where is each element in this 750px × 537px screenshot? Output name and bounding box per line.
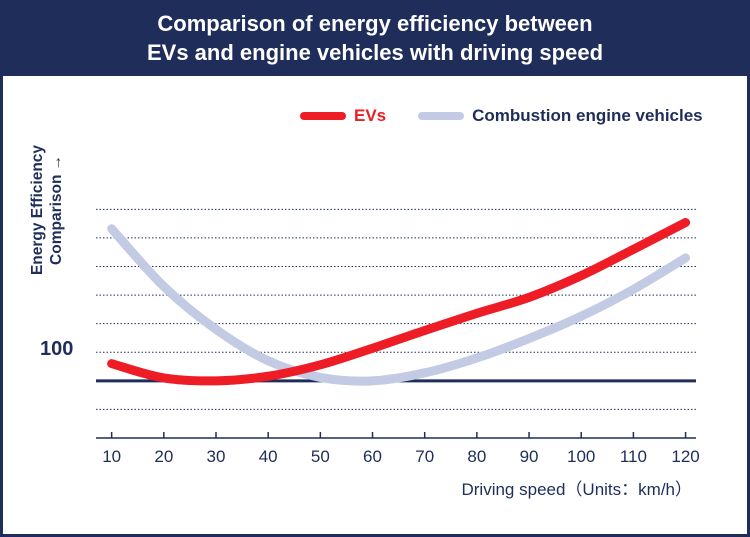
y-tick-label-100: 100	[40, 338, 74, 360]
legend-swatch-combustion	[418, 112, 465, 120]
x-tick-label: 110	[620, 447, 647, 466]
x-tick-label: 60	[363, 447, 382, 466]
series-lines	[107, 217, 691, 386]
x-tick-label: 50	[311, 447, 330, 466]
axes	[96, 379, 696, 439]
y-axis-label: Energy Efficiency Comparison→	[28, 130, 66, 290]
chart-title-line-2: EVs and engine vehicles with driving spe…	[146, 40, 604, 65]
series-line-evs	[107, 217, 691, 386]
y-axis-arrow-icon: →	[48, 155, 65, 171]
x-axis-label: Driving speed（Units：km/h）	[461, 480, 692, 499]
x-tick-label: 80	[467, 447, 486, 466]
legend-swatch-evs	[300, 112, 346, 120]
legend: EVs Combustion engine vehicles	[300, 105, 703, 127]
legend-label-evs: EVs	[354, 106, 387, 125]
x-tick-label: 40	[259, 447, 278, 466]
x-tick-label: 10	[102, 447, 121, 466]
x-tick-label: 70	[415, 447, 434, 466]
x-tick-labels: 10 20 30 40 50 60 70 80 90 100 110 120	[102, 447, 700, 466]
series-line-combustion	[107, 224, 691, 386]
x-tick-label: 30	[207, 447, 226, 466]
x-tick-label: 20	[154, 447, 173, 466]
x-tick-label: 90	[520, 447, 539, 466]
x-tick-label: 120	[671, 447, 699, 466]
x-tick-label: 100	[567, 447, 595, 466]
legend-label-combustion: Combustion engine vehicles	[472, 106, 703, 125]
chart-title-line-1: Comparison of energy efficiency between	[157, 11, 593, 36]
chart-title: Comparison of energy efficiency between …	[0, 0, 750, 76]
